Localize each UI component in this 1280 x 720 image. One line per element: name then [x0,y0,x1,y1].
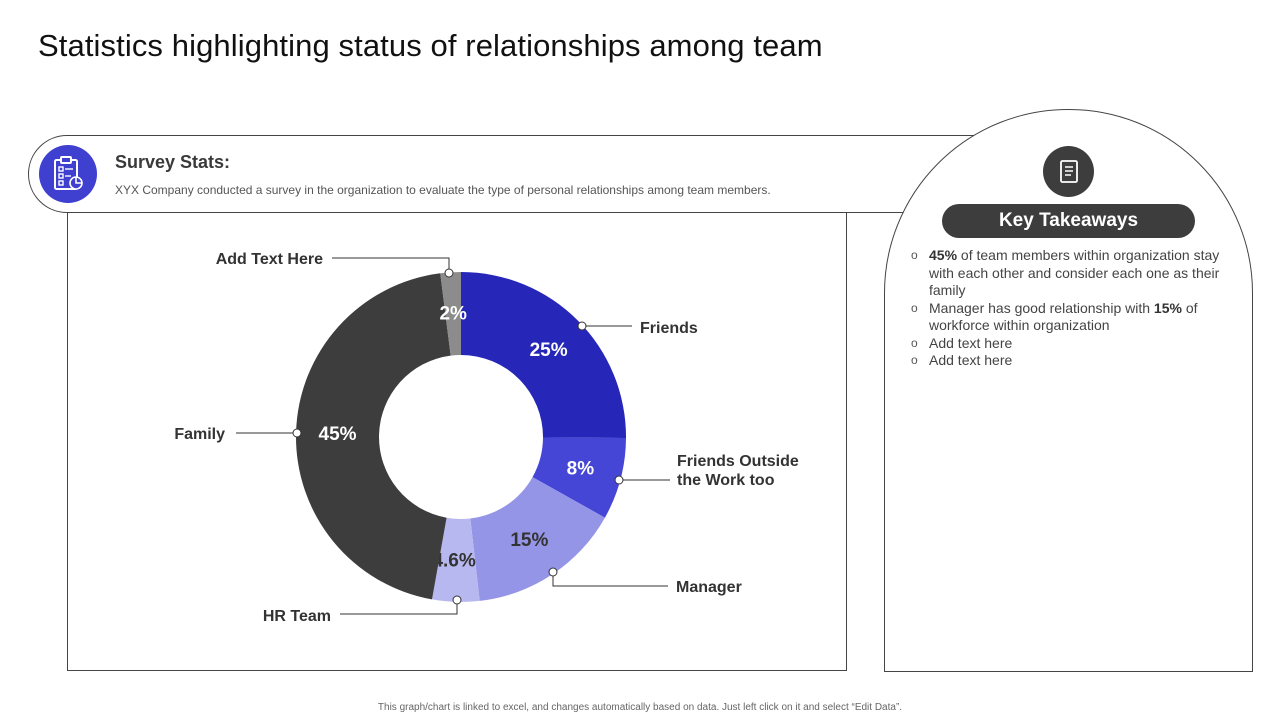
clipboard-checklist-icon [39,145,97,203]
takeaway-1-text: of team members within organization stay… [929,247,1220,298]
leader-dot [292,428,302,438]
slice-percent-label: 45% [319,424,357,445]
slice-category-label: Friends Outside [677,453,799,470]
donut-slice-family [295,273,451,600]
survey-stats-box: Survey Stats: XYX Company conducted a su… [28,135,1028,213]
leader-dot [452,595,462,605]
slice-category-label: HR Team [263,608,331,625]
list-item: Manager has good relationship with 15% o… [911,300,1221,335]
leader-dot [577,321,587,331]
donut-slice-manager [470,477,605,601]
list-item: 45% of team members within organization … [911,247,1221,300]
list-item: Add text here [911,335,1221,353]
slice-percent-label: 15% [510,530,548,551]
leader-line [340,600,458,615]
key-takeaways-panel: Key Takeaways 45% of team members within… [884,109,1253,672]
donut-slice-hr-team [432,517,480,602]
slice-category-label: Add Text Here [216,251,323,268]
takeaway-2-text-end: of workforce within organization [929,299,1198,334]
leader-line [332,257,450,273]
slice-percent-label: 4.6% [432,550,475,571]
donut-slice-friends [461,272,626,439]
page-title: Statistics highlighting status of relati… [38,28,823,63]
leader-line [552,572,668,587]
leader-dot [444,268,454,278]
document-icon [1043,146,1094,197]
footnote: This graph/chart is linked to excel, and… [377,702,903,713]
takeaway-2-text: Manager has good relationship with [929,299,1154,316]
slice-percent-label: 8% [567,459,595,480]
survey-stats-description: XYX Company conducted a survey in the or… [115,183,771,197]
slice-percent-label: 2% [439,304,467,325]
takeaway-2-bold: 15% [1153,299,1182,316]
donut-slice-friends-outside-the-work-too [532,437,626,518]
survey-stats-heading: Survey Stats: [115,152,231,172]
leader-dot [614,475,624,485]
takeaway-3-text: Add text here [929,334,1013,351]
takeaway-1-bold: 45% [929,247,958,263]
slice-percent-label: 25% [530,340,568,361]
leader-dot [548,567,558,577]
list-item: Add text here [911,352,1221,370]
slice-category-label: Manager [676,579,742,596]
takeaways-list: 45% of team members within organization … [911,247,1221,370]
slice-category-label: Friends [640,320,698,337]
slice-category-label: Family [174,426,225,443]
slice-category-label: the Work too [677,472,775,489]
takeaway-4-text: Add text here [929,352,1013,368]
donut-slice-add-text-here [440,272,461,356]
key-takeaways-heading: Key Takeaways [942,204,1195,238]
